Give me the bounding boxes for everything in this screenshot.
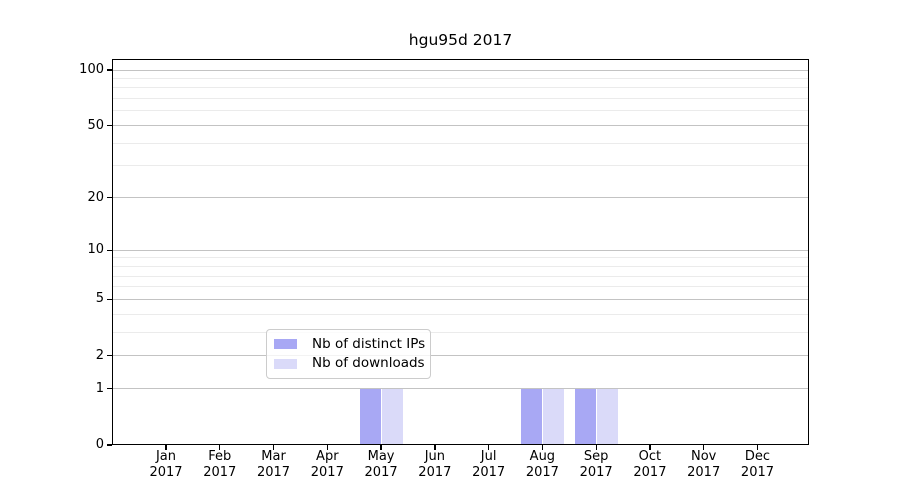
distinct-ips-swatch: [274, 339, 297, 349]
y-tick: [107, 355, 112, 357]
x-tick-label: Sep 2017: [579, 449, 613, 480]
bar-downloads: [596, 388, 618, 445]
x-tick-label: Aug 2017: [525, 449, 559, 480]
x-tick-label: Oct 2017: [633, 449, 667, 480]
downloads-swatch: [274, 359, 297, 369]
y-tick-label: 0: [95, 437, 104, 452]
major-gridline: [112, 249, 809, 251]
y-tick-label: 20: [87, 189, 104, 205]
major-gridline: [112, 355, 809, 357]
minor-gridline: [112, 87, 809, 89]
major-gridline: [112, 388, 809, 390]
major-gridline: [112, 125, 809, 127]
plot-area: [112, 59, 809, 445]
y-tick-label: 10: [87, 242, 104, 258]
x-tick-label: Jul 2017: [472, 449, 506, 480]
legend-label-distinct-ips: Nb of distinct IPs: [312, 335, 426, 352]
bar-distinct-ips: [359, 388, 381, 445]
minor-gridline: [112, 142, 809, 144]
legend-entry-distinct-ips: Nb of distinct IPs: [274, 335, 426, 353]
minor-gridline: [112, 110, 809, 112]
legend-entry-downloads: Nb of downloads: [274, 355, 425, 372]
y-tick-label: 5: [95, 291, 104, 307]
chart-title: hgu95d 2017: [408, 31, 513, 49]
x-tick: [272, 445, 275, 450]
x-tick-label: Dec 2017: [740, 449, 775, 480]
y-tick: [107, 124, 112, 127]
x-tick-label: Jan 2017: [149, 449, 183, 480]
y-tick: [107, 197, 112, 199]
x-tick-label: Mar 2017: [256, 449, 291, 480]
x-tick: [703, 445, 705, 450]
x-tick-label: Jun 2017: [418, 449, 452, 480]
y-tick-label: 2: [95, 347, 104, 363]
x-tick: [595, 445, 597, 450]
bar-downloads: [381, 388, 403, 445]
minor-gridline: [112, 331, 809, 333]
x-tick: [488, 445, 490, 450]
minor-gridline: [112, 286, 809, 288]
minor-gridline: [112, 313, 809, 315]
y-tick: [107, 444, 112, 446]
minor-gridline: [112, 165, 809, 167]
major-gridline: [112, 197, 809, 199]
major-gridline: [112, 69, 809, 71]
x-tick-label: Apr 2017: [310, 449, 344, 480]
y-tick: [107, 69, 112, 71]
legend-label-downloads: Nb of downloads: [312, 355, 425, 372]
bar-distinct-ips: [520, 388, 542, 445]
x-tick-label: Feb 2017: [203, 449, 237, 480]
y-tick-label: 100: [79, 62, 104, 77]
bar-downloads: [542, 388, 564, 445]
x-tick: [434, 445, 436, 450]
x-tick: [649, 445, 651, 450]
y-tick: [107, 249, 112, 251]
y-tick: [107, 388, 112, 390]
x-tick: [380, 445, 382, 450]
x-tick: [756, 445, 759, 450]
y-tick-label: 50: [87, 117, 104, 133]
minor-gridline: [112, 257, 809, 259]
y-tick: [107, 298, 112, 301]
minor-gridline: [112, 77, 809, 79]
x-tick-label: May 2017: [364, 449, 398, 480]
x-tick: [219, 445, 221, 450]
minor-gridline: [112, 265, 809, 267]
minor-gridline: [112, 98, 809, 100]
legend: Nb of distinct IPs Nb of downloads: [266, 329, 431, 379]
x-tick-label: Nov 2017: [687, 449, 721, 480]
x-tick: [541, 445, 544, 450]
x-tick: [165, 445, 167, 450]
major-gridline: [112, 298, 809, 300]
minor-gridline: [112, 275, 809, 277]
bar-distinct-ips: [574, 388, 596, 445]
x-tick: [326, 445, 328, 450]
y-tick-label: 1: [95, 380, 104, 396]
